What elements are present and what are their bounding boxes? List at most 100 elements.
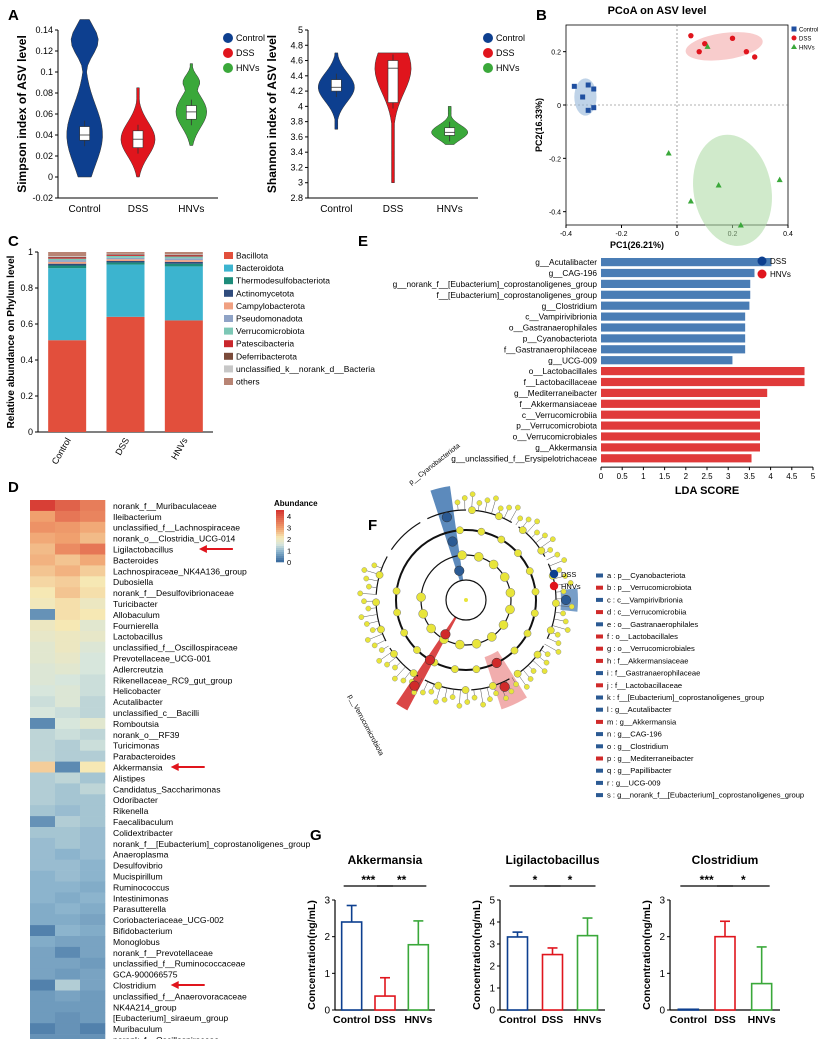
ellipse-hnvs	[693, 134, 772, 246]
heatmap-cell	[80, 707, 106, 719]
y-tick-label: 1	[28, 247, 33, 257]
heatmap-row-label: Monoglobus	[113, 937, 160, 947]
x-tick-label: DSS	[383, 204, 404, 215]
heatmap-cell	[80, 554, 106, 566]
point-hnvs	[704, 43, 711, 49]
heatmap-cell	[30, 859, 56, 871]
heatmap-cell	[55, 936, 81, 948]
legend-label: HNVs	[799, 46, 815, 52]
clade-node	[530, 668, 537, 674]
lda-score-bar-chart: g__Acutalibacterg__CAG-196g__norank_f__[…	[393, 256, 816, 497]
legend-label: Control	[799, 28, 818, 34]
x-tick-label: DSS	[374, 1014, 396, 1026]
clade-node	[454, 499, 461, 506]
bar-segment-bacteroidota	[164, 266, 203, 321]
lda-bar-label: o__Verrucomicrobiales	[513, 432, 597, 442]
lda-bar-label: f__Akkermansiaceae	[520, 399, 598, 409]
clade-node	[392, 664, 398, 671]
significance-label: *	[568, 873, 573, 887]
lda-bar-label: g__Akkermansia	[535, 443, 597, 453]
heatmap-cell	[55, 510, 81, 523]
clade-node	[564, 627, 571, 633]
legend-label: Control	[236, 33, 265, 43]
heatmap-cell	[80, 674, 106, 686]
legend-marker-hnvs	[483, 63, 493, 73]
heatmap-cell	[55, 521, 81, 533]
clade-node-highlight	[491, 657, 502, 668]
point-control	[591, 86, 597, 92]
clade-node	[361, 598, 367, 605]
lda-bar	[601, 290, 751, 299]
taxon-swatch	[596, 622, 603, 627]
clade-node	[378, 647, 385, 653]
x-axis-label: PC1(26.21%)	[610, 240, 664, 250]
heatmap-cell	[30, 816, 56, 828]
bar-segment-unclassified-k-norank-d-bacteria	[106, 253, 145, 255]
bar-segment-bacillota	[106, 316, 145, 432]
heatmap-cell	[30, 641, 56, 653]
clade-node-highlight	[424, 654, 435, 666]
taxon-swatch	[596, 658, 603, 663]
heatmap-cell	[55, 783, 81, 795]
x-tick-label: 4	[768, 472, 773, 481]
scale-tick-label: 4	[287, 512, 291, 521]
heatmap-cell	[80, 979, 106, 991]
heatmap-cell	[55, 1001, 81, 1013]
clade-node	[505, 587, 516, 598]
legend-marker-dss	[223, 48, 233, 58]
clade-node	[441, 696, 448, 703]
taxon-label: f : o__Lactobacillales	[607, 632, 678, 641]
scale-segment	[276, 546, 284, 549]
heatmap-cell	[80, 663, 106, 675]
y-axis-label: Simpson index of ASV level	[15, 35, 29, 193]
heatmap-cell	[55, 957, 81, 969]
lda-bar	[601, 279, 751, 288]
taxon-label: o : g__Clostridium	[607, 742, 668, 751]
genus-heatmap: norank_f__MuribaculaceaeIleibacteriumunc…	[30, 499, 318, 1039]
heatmap-cell	[80, 816, 106, 828]
heatmap-row-label: Alistipes	[113, 773, 145, 783]
heatmap-cell	[80, 587, 106, 599]
heatmap-cell	[30, 794, 56, 806]
legend-label: DSS	[799, 37, 811, 43]
scale-segment	[276, 536, 284, 539]
heatmap-row-label: Mucispirillum	[113, 872, 163, 882]
heatmap-cell	[80, 718, 106, 730]
legend-marker-dss	[483, 48, 493, 58]
heatmap-cell	[55, 827, 81, 839]
x-tick-label: 2.5	[701, 472, 713, 481]
legend-marker-hnvs	[791, 44, 797, 49]
clade-node	[562, 573, 568, 579]
clade-node	[361, 567, 368, 573]
y-tick-label: 4.6	[290, 56, 303, 66]
x-tick-label: Control	[333, 1014, 370, 1026]
heatmap-cell	[80, 794, 106, 806]
heatmap-cell	[30, 674, 56, 686]
scale-segment	[276, 540, 284, 543]
clade-node	[488, 559, 499, 570]
heatmap-row-label: Clostridium	[113, 981, 156, 991]
clade-node	[487, 696, 493, 702]
clade-node	[495, 512, 503, 521]
clade-node	[377, 625, 385, 634]
bar-control	[340, 921, 363, 1011]
heatmap-row-label: unclassified_c__Bacilli	[113, 708, 199, 718]
heatmap-cell	[55, 1012, 81, 1024]
heatmap-cell	[55, 870, 81, 882]
clade-node	[471, 694, 478, 701]
clade-node	[525, 516, 532, 523]
heatmap-cell	[30, 761, 56, 773]
clade-node	[560, 588, 567, 595]
chart-title: PCoA on ASV level	[608, 5, 707, 17]
heatmap-row-label: Prevotellaceae_UCG-001	[113, 654, 211, 664]
heatmap-row-label: unclassified_f__Anaerovoracaceae	[113, 991, 247, 1001]
clade-node	[508, 688, 515, 695]
scale-segment	[276, 544, 284, 547]
panel-letter-g: G	[310, 827, 322, 844]
taxon-label: p : g__Mediterraneibacter	[607, 754, 694, 763]
clade-node	[376, 657, 382, 664]
legend-swatch	[224, 365, 233, 373]
lda-bar-label: o__Lactobacillales	[529, 366, 597, 376]
taxon-swatch	[596, 683, 603, 688]
lda-bar-label: g__norank_f__[Eubacterium]_coprostanolig…	[393, 279, 598, 289]
